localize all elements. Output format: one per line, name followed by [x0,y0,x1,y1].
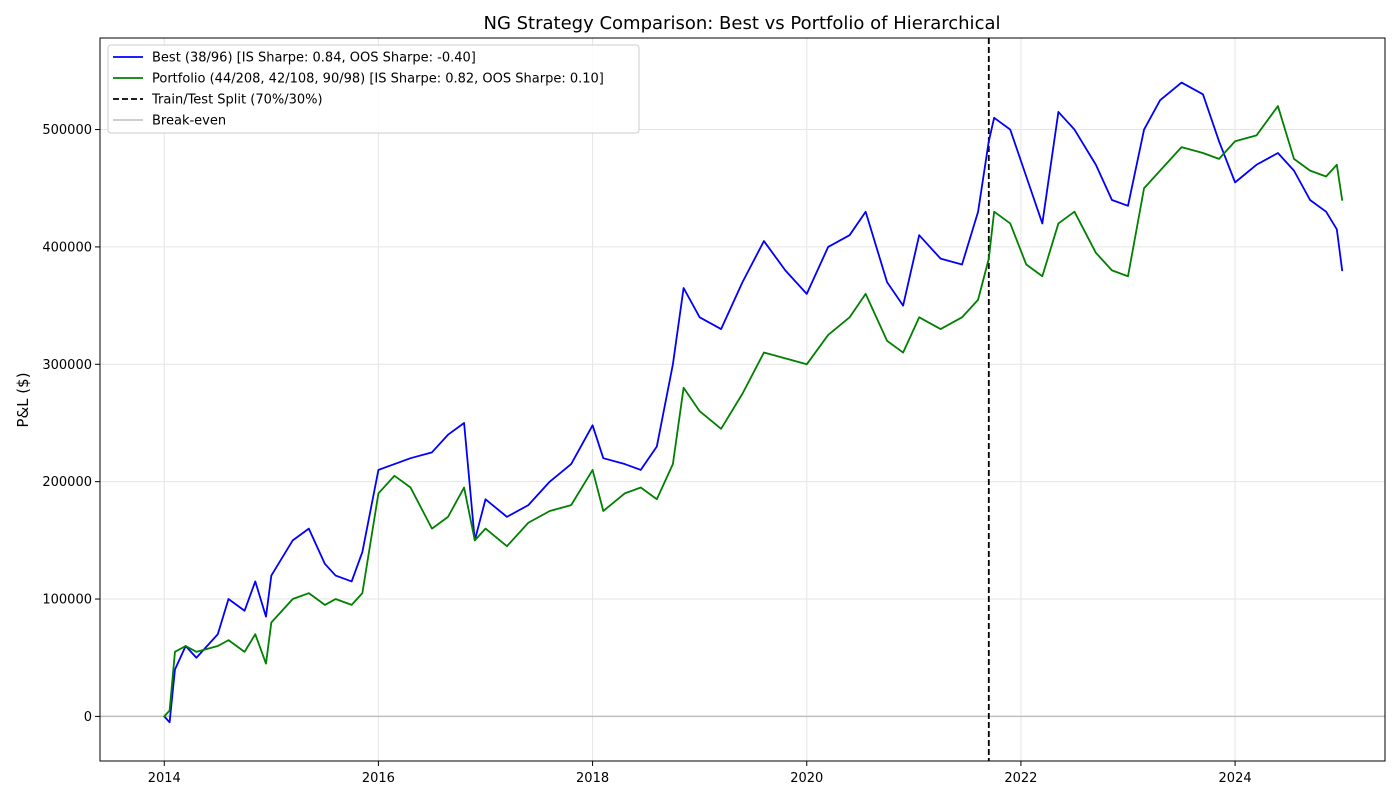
legend-entry-best-label: Best (38/96) [IS Sharpe: 0.84, OOS Sharp… [152,51,476,66]
x-tick-label: 2016 [362,771,395,786]
plot-area-frame [99,37,1386,762]
y-tick-label: 100000 [42,593,92,608]
x-tick-label: 2018 [576,771,609,786]
series-line-portfolio [163,105,1344,718]
legend-entry-portfolio-label: Portfolio (44/208, 42/108, 90/98) [IS Sh… [152,72,604,87]
legend-entry-breakeven-label: Break-even [152,114,226,129]
legend-box [107,44,640,134]
chart-title: NG Strategy Comparison: Best vs Portfoli… [484,13,1001,34]
legend: Best (38/96) [IS Sharpe: 0.84, OOS Sharp… [107,44,640,134]
series-lines [163,81,1344,724]
y-tick-label: 400000 [42,240,92,255]
y-tick-label: 0 [84,710,92,725]
y-axis-label: P&L ($) [14,372,32,427]
x-tick-label: 2014 [148,771,181,786]
y-tick-label: 500000 [42,123,92,138]
x-axis: 2014 2016 2018 2020 2022 2024 [148,761,1252,786]
x-tick-label: 2020 [790,771,823,786]
reference-lines [100,38,1385,761]
x-tick-label: 2022 [1004,771,1037,786]
y-axis: 0 100000 200000 300000 400000 500000 [42,123,100,725]
y-tick-label: 200000 [42,475,92,490]
series-line-best [163,81,1344,724]
y-tick-label: 300000 [42,358,92,373]
legend-entry-split-label: Train/Test Split (70%/30%) [151,93,323,108]
x-tick-label: 2024 [1219,771,1252,786]
